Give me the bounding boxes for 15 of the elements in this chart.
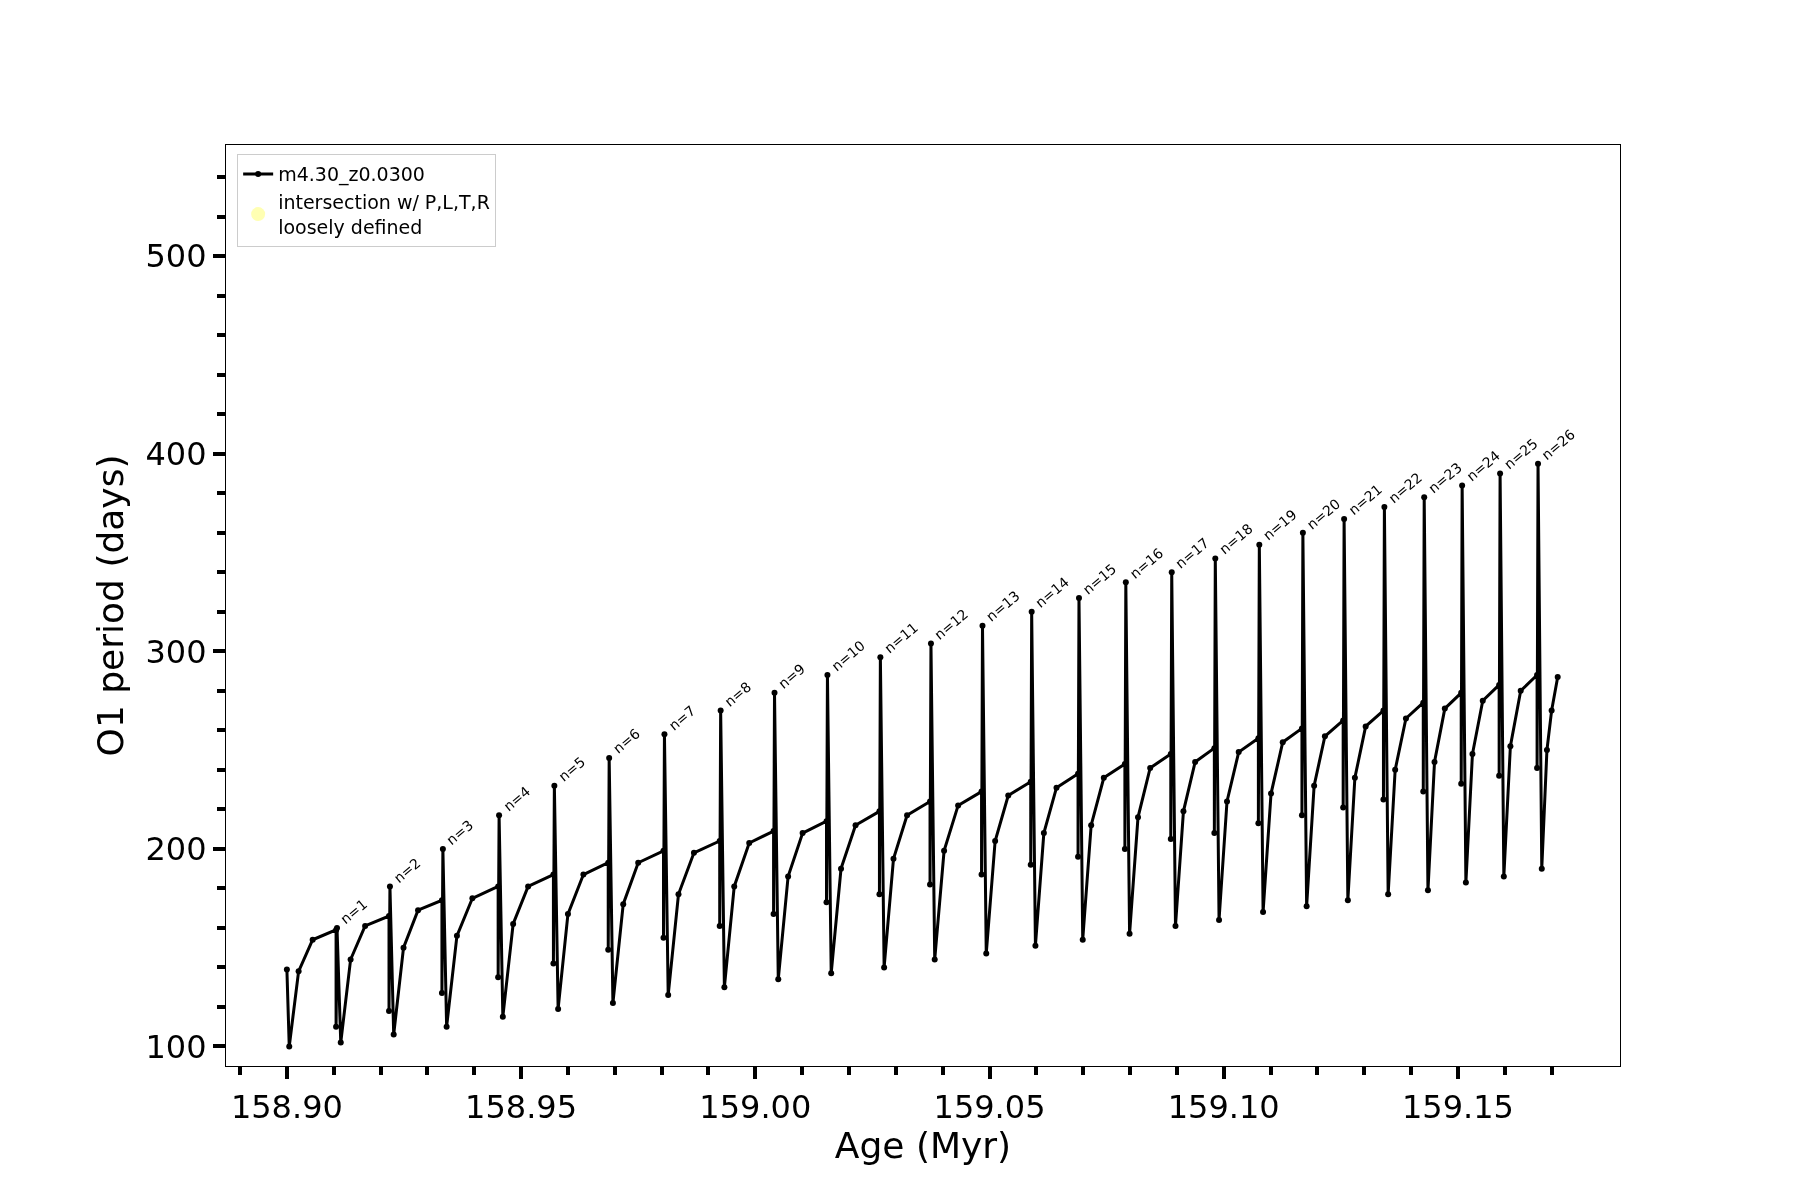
x-axis-title: Age (Myr) (834, 1125, 1012, 1167)
x-tick-label: 158.90 (230, 1087, 343, 1126)
y-tick-label: 400 (145, 434, 207, 473)
x-tick-label: 159.10 (1167, 1087, 1280, 1126)
legend-label: intersection w/ P,L,T,R loosely defined (278, 191, 490, 238)
y-axis-title: O1 period (days) (90, 454, 132, 757)
y-tick-label: 100 (145, 1027, 207, 1066)
y-tick-label: 500 (145, 237, 207, 276)
y-tick-label: 300 (145, 632, 207, 671)
x-tick-label: 159.05 (933, 1087, 1046, 1126)
legend-label: m4.30_z0.0300 (278, 163, 425, 187)
x-tick-label: 159.15 (1401, 1087, 1514, 1126)
x-tick-label: 158.95 (465, 1087, 578, 1126)
x-tick-label: 159.00 (699, 1087, 812, 1126)
y-tick-label: 200 (145, 830, 207, 869)
